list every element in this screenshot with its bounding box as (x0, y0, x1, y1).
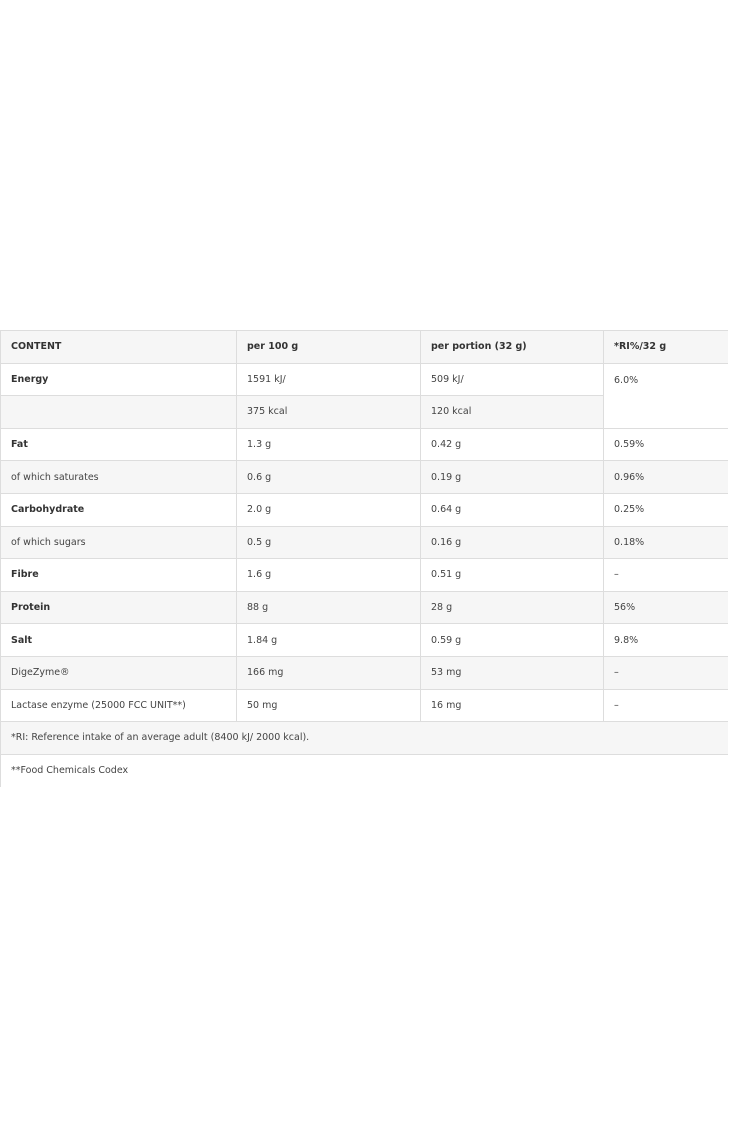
row-label: Energy (0, 362, 237, 397)
ri-value: 0.96% (603, 460, 728, 494)
header-ri: *RI%/32 g (603, 330, 728, 364)
footnote: *RI: Reference intake of an average adul… (0, 721, 728, 755)
energy-portion-kcal: 120 kcal (420, 395, 604, 429)
table-row: Fibre 1.6 g 0.51 g – (0, 558, 728, 592)
energy-per100-kj: 1591 kJ/ (236, 362, 421, 397)
per-100g-value: 50 mg (236, 688, 421, 723)
ri-value: – (603, 688, 728, 723)
footnote-row: **Food Chemicals Codex (0, 753, 728, 787)
energy-ri: 6.0% (603, 362, 728, 429)
per-portion-value: 28 g (420, 590, 604, 625)
ri-value: – (603, 655, 728, 690)
row-label: Lactase enzyme (25000 FCC UNIT**) (0, 688, 237, 723)
per-portion-value: 53 mg (420, 655, 604, 690)
ri-value: 0.59% (603, 427, 728, 462)
per-portion-value: 0.64 g (420, 492, 604, 527)
per-portion-value: 0.16 g (420, 525, 604, 560)
per-100g-value: 1.6 g (236, 558, 421, 592)
table-row: of which saturates 0.6 g 0.19 g 0.96% (0, 460, 728, 494)
per-100g-value: 0.5 g (236, 525, 421, 560)
per-100g-value: 1.3 g (236, 427, 421, 462)
row-label: Protein (0, 590, 237, 625)
table-row: Protein 88 g 28 g 56% (0, 590, 728, 625)
row-label: of which sugars (0, 525, 237, 560)
per-portion-value: 0.51 g (420, 558, 604, 592)
per-100g-value: 166 mg (236, 655, 421, 690)
table-row: DigeZyme® 166 mg 53 mg – (0, 655, 728, 690)
per-100g-value: 88 g (236, 590, 421, 625)
footnote: **Food Chemicals Codex (0, 753, 728, 787)
table-row: of which sugars 0.5 g 0.16 g 0.18% (0, 525, 728, 560)
row-label: DigeZyme® (0, 655, 237, 690)
ri-value: 56% (603, 590, 728, 625)
table-row: Salt 1.84 g 0.59 g 9.8% (0, 623, 728, 657)
per-portion-value: 0.19 g (420, 460, 604, 494)
table-row: Lactase enzyme (25000 FCC UNIT**) 50 mg 16… (0, 688, 728, 723)
ri-value: 0.25% (603, 492, 728, 527)
row-label: Carbohydrate (0, 492, 237, 527)
ri-value: – (603, 558, 728, 592)
row-label: Salt (0, 623, 237, 657)
table-row-energy: Energy 1591 kJ/ 509 kJ/ 6.0% (0, 362, 728, 429)
per-portion-value: 16 mg (420, 688, 604, 723)
per-100g-value: 2.0 g (236, 492, 421, 527)
energy-per100-kcal: 375 kcal (236, 395, 421, 429)
row-label: Fat (0, 427, 237, 462)
per-100g-value: 1.84 g (236, 623, 421, 657)
table-row: Carbohydrate 2.0 g 0.64 g 0.25% (0, 492, 728, 527)
row-label: Fibre (0, 558, 237, 592)
row-label-empty (0, 395, 237, 429)
table-header-row: CONTENT per 100 g per portion (32 g) *RI… (0, 330, 728, 364)
nutrition-table-container: CONTENT per 100 g per portion (32 g) *RI… (0, 330, 728, 800)
header-per-100g: per 100 g (236, 330, 421, 364)
table-row: Fat 1.3 g 0.42 g 0.59% (0, 427, 728, 462)
ri-value: 9.8% (603, 623, 728, 657)
energy-portion-kj: 509 kJ/ (420, 362, 604, 397)
header-content: CONTENT (0, 330, 237, 364)
per-100g-value: 0.6 g (236, 460, 421, 494)
ri-value: 0.18% (603, 525, 728, 560)
header-per-portion: per portion (32 g) (420, 330, 604, 364)
per-portion-value: 0.42 g (420, 427, 604, 462)
footnote-row: *RI: Reference intake of an average adul… (0, 721, 728, 755)
nutrition-table: CONTENT per 100 g per portion (32 g) *RI… (0, 330, 728, 787)
row-label: of which saturates (0, 460, 237, 494)
per-portion-value: 0.59 g (420, 623, 604, 657)
